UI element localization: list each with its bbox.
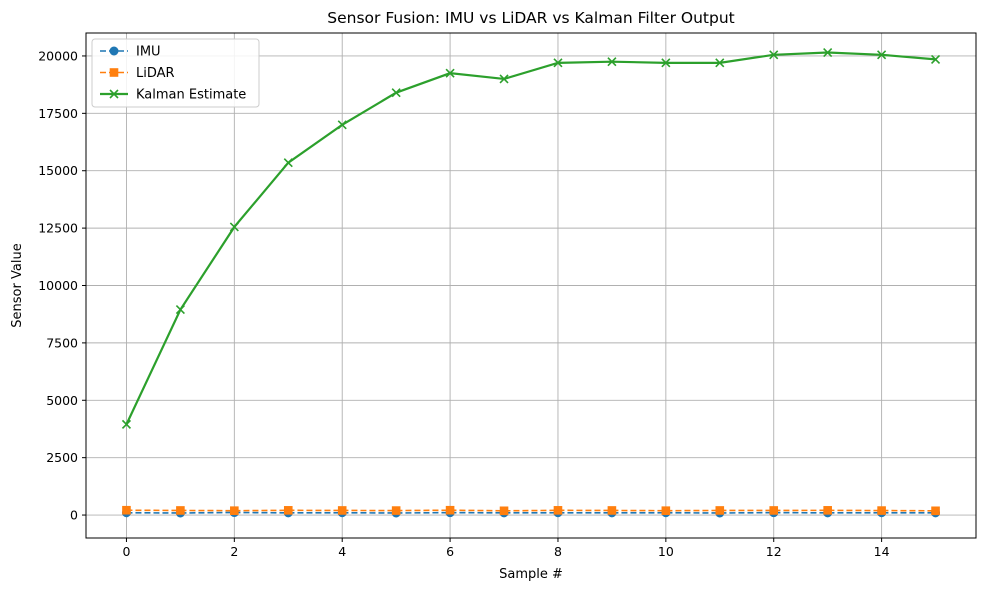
y-tick-label: 17500 [38, 106, 78, 121]
data-point-kalman-estimate [661, 58, 671, 68]
data-point-kalman-estimate [283, 158, 293, 168]
x-marker-stroke [877, 50, 887, 60]
data-point-lidar [553, 506, 563, 515]
data-point-lidar [230, 506, 239, 515]
legend-item-lidar: LiDAR [100, 66, 175, 81]
data-point-kalman-estimate [553, 58, 563, 68]
x-marker-stroke [607, 57, 617, 67]
y-tick-label: 5000 [46, 393, 78, 408]
data-point-lidar [391, 506, 401, 515]
legend: IMU LiDAR Kalman Estimate [91, 38, 260, 108]
legend-box [91, 38, 260, 108]
x-marker-stroke [499, 74, 509, 84]
chart-title: Sensor Fusion: IMU vs LiDAR vs Kalman Fi… [327, 9, 734, 27]
axes: 0 2 4 6 8 10 12 14 0 2500 5000 7500 10000 12500 15000 1… [38, 48, 889, 559]
x-marker-stroke [661, 58, 671, 68]
data-point-lidar [715, 506, 725, 515]
data-point-kalman-estimate [715, 58, 725, 68]
data-point-kalman-estimate [391, 88, 401, 98]
legend-label-lidar: LiDAR [136, 66, 175, 81]
data-point-lidar [877, 506, 886, 515]
data-point-kalman-estimate [229, 222, 239, 232]
legend-marker-imu [109, 46, 119, 56]
data-point-kalman-estimate [607, 57, 617, 67]
y-tick-label: 0 [70, 508, 78, 523]
legend-marker-lidar [109, 68, 119, 77]
x-marker-stroke [445, 68, 455, 78]
y-tick-label: 20000 [38, 48, 78, 63]
data-point-lidar [283, 506, 293, 515]
data-point-lidar [499, 506, 509, 516]
data-point-lidar [122, 505, 131, 515]
x-marker-stroke [553, 58, 563, 68]
legend-marker-kalman-estimate [109, 89, 119, 99]
data-point-kalman-estimate [823, 47, 833, 58]
data-point-lidar [607, 506, 617, 515]
data-point-kalman-estimate [769, 50, 779, 60]
x-tick-label: 8 [554, 544, 562, 559]
data-point-lidar [769, 506, 779, 515]
x-tick-label: 12 [766, 544, 782, 559]
x-marker-stroke [175, 305, 185, 315]
x-tick-label: 4 [338, 544, 346, 559]
series-kalman-estimate [121, 47, 941, 429]
series-line-kalman-estimate [125, 51, 936, 425]
data-point-kalman-estimate [930, 54, 941, 64]
data-point-lidar [176, 506, 185, 515]
x-marker-stroke [930, 54, 941, 64]
legend-label-kalman-estimate: Kalman Estimate [136, 88, 246, 103]
data-point-kalman-estimate [121, 419, 132, 429]
data-point-lidar [337, 506, 347, 515]
y-tick-label: 12500 [38, 221, 78, 236]
x-tick-label: 2 [230, 544, 238, 559]
x-tick-label: 6 [446, 544, 454, 559]
series-lidar [122, 505, 940, 516]
data-point-kalman-estimate [175, 305, 185, 315]
data-point-lidar [445, 505, 455, 515]
x-marker-stroke [283, 158, 293, 168]
data-point-lidar [931, 506, 940, 516]
x-marker-stroke [715, 58, 725, 68]
legend-label-imu: IMU [136, 45, 161, 60]
x-marker-stroke [823, 47, 833, 58]
legend-item-kalman-estimate: Kalman Estimate [100, 88, 246, 103]
legend-item-imu: IMU [100, 45, 161, 60]
data-point-kalman-estimate [877, 50, 887, 60]
x-marker-stroke [229, 222, 239, 232]
x-tick-label: 10 [658, 544, 674, 559]
x-marker-stroke [391, 88, 401, 98]
y-tick-label: 7500 [46, 335, 78, 350]
y-axis-title: Sensor Value [10, 243, 25, 327]
x-tick-label: 14 [874, 544, 890, 559]
plot-series [121, 47, 941, 518]
data-point-kalman-estimate [445, 68, 455, 78]
x-marker-stroke [121, 419, 132, 429]
x-marker-stroke [337, 120, 347, 130]
x-marker-stroke [109, 89, 119, 99]
y-tick-label: 10000 [38, 278, 78, 293]
y-tick-label: 15000 [38, 163, 78, 178]
x-axis-title: Sample # [499, 567, 563, 582]
x-marker-stroke [769, 50, 779, 60]
data-point-lidar [661, 506, 671, 515]
y-tick-label: 2500 [46, 450, 78, 465]
data-point-kalman-estimate [337, 120, 347, 130]
x-tick-label: 0 [122, 544, 130, 559]
data-point-lidar [823, 506, 832, 515]
data-point-kalman-estimate [499, 74, 509, 84]
